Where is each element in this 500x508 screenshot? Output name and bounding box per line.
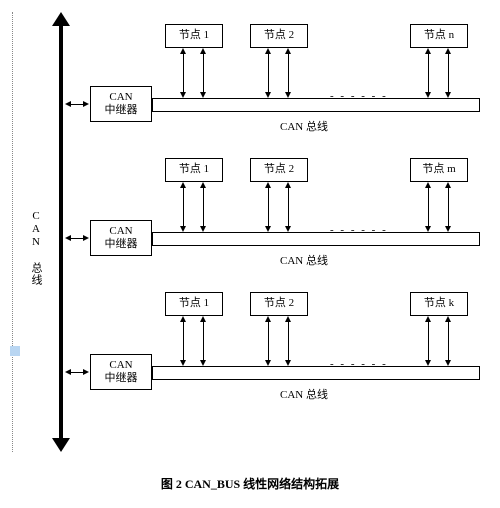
node-box: 节点 1 [165, 158, 223, 182]
repeater-box: CAN 中继器 [90, 220, 152, 256]
node-box: 节点 1 [165, 292, 223, 316]
figure-caption: 图 2 CAN_BUS 线性网络结构拓展 [0, 475, 500, 492]
node-box: 节点 m [410, 158, 468, 182]
node-bus-arrow [428, 321, 429, 361]
highlight-mark [10, 346, 20, 356]
main-bus-label: CAN 总线 [28, 210, 44, 286]
node-box: 节点 k [410, 292, 468, 316]
node-bus-arrow [448, 321, 449, 361]
node-bus-arrow [203, 187, 204, 227]
bus-label: CAN 总线 [280, 386, 328, 402]
node-box: 节点 1 [165, 24, 223, 48]
node-bus-arrow [183, 187, 184, 227]
bus-label: CAN 总线 [280, 252, 328, 268]
bus-bar [152, 232, 480, 246]
bus-bar [152, 98, 480, 112]
repeater-main-arrow [70, 238, 84, 239]
node-bus-arrow [448, 187, 449, 227]
node-bus-arrow [183, 53, 184, 93]
node-bus-arrow [288, 187, 289, 227]
bus-bar [152, 366, 480, 380]
node-box: 节点 2 [250, 292, 308, 316]
node-bus-arrow [268, 53, 269, 93]
node-bus-arrow [288, 321, 289, 361]
bus-label: CAN 总线 [280, 118, 328, 134]
node-bus-arrow [448, 53, 449, 93]
node-bus-arrow [268, 321, 269, 361]
node-box: 节点 2 [250, 24, 308, 48]
repeater-main-arrow [70, 372, 84, 373]
node-bus-arrow [268, 187, 269, 227]
node-bus-arrow [183, 321, 184, 361]
main-bus-arrow [56, 12, 66, 452]
node-bus-arrow [288, 53, 289, 93]
node-box: 节点 n [410, 24, 468, 48]
repeater-main-arrow [70, 104, 84, 105]
repeater-box: CAN 中继器 [90, 86, 152, 122]
repeater-box: CAN 中继器 [90, 354, 152, 390]
can-bus-topology-diagram: CAN 总线 节点 1 节点 2 节点 n - - - - - - - - - … [0, 0, 500, 508]
node-bus-arrow [203, 53, 204, 93]
margin-dotted-line [12, 12, 13, 452]
node-bus-arrow [428, 53, 429, 93]
node-bus-arrow [203, 321, 204, 361]
node-bus-arrow [428, 187, 429, 227]
node-box: 节点 2 [250, 158, 308, 182]
